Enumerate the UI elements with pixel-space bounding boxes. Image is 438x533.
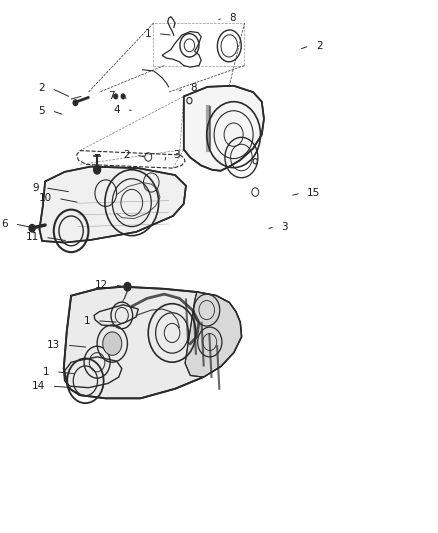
Text: 12: 12	[95, 280, 108, 290]
Text: 4: 4	[113, 104, 120, 115]
Text: 3: 3	[281, 222, 288, 232]
Text: 1: 1	[84, 316, 91, 326]
Text: 11: 11	[25, 232, 39, 243]
Text: 2: 2	[316, 41, 322, 51]
Text: 6: 6	[2, 219, 8, 229]
Circle shape	[124, 282, 131, 291]
Circle shape	[94, 165, 101, 174]
Polygon shape	[64, 287, 241, 398]
Circle shape	[121, 94, 125, 99]
Text: 1: 1	[43, 367, 49, 377]
Text: 10: 10	[39, 193, 52, 204]
Circle shape	[29, 224, 35, 232]
Text: 15: 15	[307, 188, 321, 198]
Text: 13: 13	[47, 340, 60, 350]
Text: 8: 8	[229, 13, 236, 23]
Circle shape	[103, 332, 122, 356]
Text: 3: 3	[173, 150, 180, 160]
Text: 14: 14	[32, 381, 45, 391]
Circle shape	[73, 100, 78, 106]
Text: 7: 7	[108, 91, 114, 101]
Circle shape	[113, 94, 118, 99]
Text: 1: 1	[145, 29, 151, 39]
Text: 8: 8	[190, 83, 197, 93]
Text: 2: 2	[123, 150, 130, 160]
Text: 2: 2	[39, 83, 45, 93]
Text: 9: 9	[32, 183, 39, 193]
Polygon shape	[184, 86, 264, 171]
Polygon shape	[39, 166, 186, 243]
Polygon shape	[185, 292, 241, 377]
Text: 5: 5	[39, 106, 45, 116]
